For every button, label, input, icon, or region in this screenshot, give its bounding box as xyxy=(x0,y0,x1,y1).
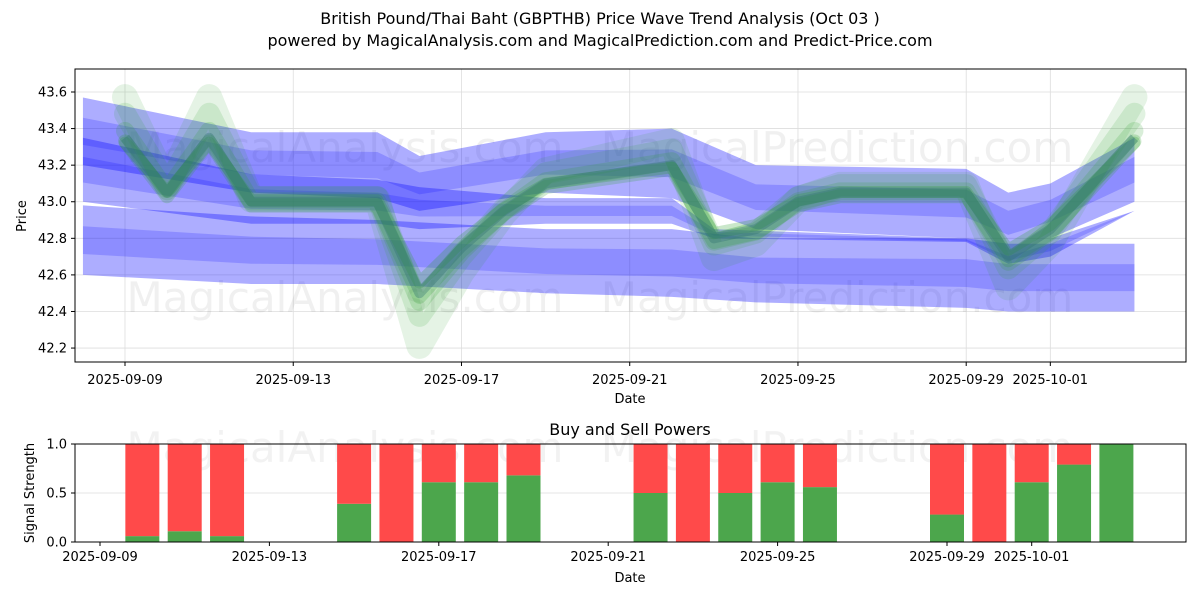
sell-bar xyxy=(506,444,541,476)
buy-bar xyxy=(718,493,753,542)
buy-bar xyxy=(167,531,202,542)
y-tick-label: 43.6 xyxy=(38,86,67,101)
wave-core-line xyxy=(121,132,1139,299)
sell-bar xyxy=(1057,444,1092,465)
watermark: MagicalPrediction.com xyxy=(601,273,1074,322)
wave-line xyxy=(118,134,1142,304)
signal-title: Buy and Sell Powers xyxy=(549,420,711,439)
sell-bar xyxy=(464,444,499,483)
y-tick-label: 42.8 xyxy=(38,232,67,247)
sell-bar xyxy=(210,444,245,537)
sell-bar xyxy=(633,444,668,493)
sell-bar xyxy=(125,444,160,537)
lower-band-core xyxy=(82,226,1135,292)
y-tick-label: 1.0 xyxy=(46,438,67,453)
y-tick-label: 43.4 xyxy=(38,122,67,137)
signal-plot-frame xyxy=(74,443,1187,543)
watermark: MagicalPrediction.com xyxy=(601,123,1074,172)
x-tick-label: 2025-10-01 xyxy=(994,550,1070,565)
x-tick-label: 2025-09-25 xyxy=(760,373,836,388)
x-tick-label: 2025-09-25 xyxy=(740,550,816,565)
buy-bar xyxy=(930,514,964,542)
buy-bar xyxy=(633,493,668,542)
sell-bar xyxy=(802,444,837,488)
buy-bar xyxy=(1057,464,1092,542)
price-panel: 42.2 42.4 42.6 42.8 43.0 43.2 43.4 43.6 2025-09-… xyxy=(15,68,1187,407)
y-axis-label: Price xyxy=(15,200,30,232)
y-tick-label: 0.5 xyxy=(46,487,67,502)
sell-bar xyxy=(718,444,753,493)
upper-band xyxy=(82,97,1135,253)
x-tick-label: 2025-09-21 xyxy=(570,550,646,565)
y-tick-label: 43.2 xyxy=(38,159,67,174)
x-tick-label: 2025-10-01 xyxy=(1013,373,1089,388)
buy-bar xyxy=(421,482,456,542)
buy-bar xyxy=(337,503,372,542)
sell-bar xyxy=(167,444,202,532)
y-tick-label: 42.6 xyxy=(38,268,67,283)
mid-band xyxy=(82,137,1135,264)
signal-panel: 0.0 0.5 1.0 2025-09-09 2025-09-13 2025-09-17 2… xyxy=(23,420,1187,586)
upper-band-core xyxy=(82,117,1135,235)
x-tick-label: 2025-09-17 xyxy=(424,373,500,388)
x-tick-label: 2025-09-21 xyxy=(592,373,668,388)
y-tick-label: 42.4 xyxy=(38,305,67,320)
x-tick-label: 2025-09-17 xyxy=(401,550,477,565)
watermark: MagicalAnalysis.com xyxy=(127,123,564,172)
x-tick-label: 2025-09-13 xyxy=(255,373,331,388)
sell-bar xyxy=(379,444,414,542)
buy-bar xyxy=(125,536,160,542)
x-tick-label: 2025-09-29 xyxy=(909,550,985,565)
wave-line xyxy=(112,84,1148,359)
buy-bar xyxy=(210,536,245,542)
buy-bar xyxy=(1014,482,1049,542)
mid-band-core xyxy=(82,156,1135,261)
y-tick-label: 43.0 xyxy=(38,195,67,210)
chart-subtitle: powered by MagicalAnalysis.com and Magic… xyxy=(267,31,933,50)
buy-bar xyxy=(760,482,795,542)
lower-band xyxy=(82,205,1135,312)
sell-bar xyxy=(760,444,795,483)
buy-bar xyxy=(1099,444,1134,542)
price-plot-frame xyxy=(74,68,1187,363)
buy-bar xyxy=(464,482,499,542)
x-tick-label: 2025-09-09 xyxy=(87,373,163,388)
x-axis-label: Date xyxy=(614,392,645,407)
sell-bar xyxy=(337,444,372,504)
x-axis-label: Date xyxy=(614,571,645,586)
sell-bar xyxy=(972,444,1007,542)
buy-bar xyxy=(506,475,541,542)
watermark: MagicalAnalysis.com xyxy=(127,273,564,322)
x-tick-label: 2025-09-13 xyxy=(232,550,308,565)
wave-line xyxy=(116,121,1144,311)
x-tick-label: 2025-09-29 xyxy=(928,373,1004,388)
y-tick-label: 42.2 xyxy=(38,342,67,357)
buy-bar xyxy=(802,487,837,542)
wave-line xyxy=(114,102,1146,327)
wave-line xyxy=(119,136,1141,289)
sell-bar xyxy=(1014,444,1049,483)
x-tick-label: 2025-09-09 xyxy=(62,550,138,565)
sell-bar xyxy=(675,444,710,542)
y-axis-label: Signal Strength xyxy=(23,443,38,543)
sell-bar xyxy=(930,444,964,515)
y-tick-label: 0.0 xyxy=(46,536,67,551)
sell-bar xyxy=(421,444,456,483)
chart-title: British Pound/Thai Baht (GBPTHB) Price W… xyxy=(320,9,880,28)
